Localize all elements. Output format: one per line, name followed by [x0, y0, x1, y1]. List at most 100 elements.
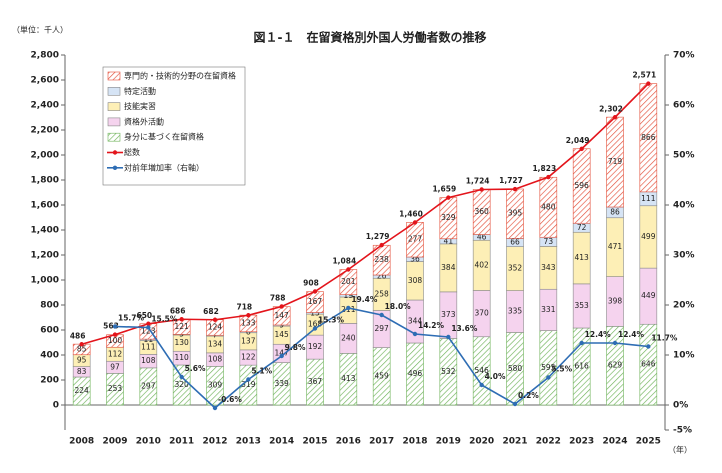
y-tick-label: 1,600 — [31, 201, 59, 211]
segment-label: 398 — [608, 297, 623, 306]
point-label: 686 — [170, 306, 186, 315]
point-label: 682 — [203, 307, 219, 316]
point — [112, 324, 118, 329]
segment-label: 124 — [208, 323, 223, 332]
segment-label: 86 — [610, 207, 620, 216]
point — [312, 326, 318, 331]
segment-label: 130 — [175, 338, 190, 347]
segment-label: 66 — [510, 238, 520, 247]
y2-tick-label: 50% — [673, 151, 695, 161]
point — [546, 375, 551, 380]
point — [479, 187, 484, 192]
legend-label: 資格外活動 — [124, 116, 164, 126]
legend-label: 専門的・技術的分野の在留資格 — [124, 71, 236, 81]
segment-label: 112 — [108, 349, 123, 358]
segment-label: 320 — [175, 380, 190, 389]
segment-label: 41 — [444, 236, 454, 245]
x-tick-label: 2015 — [302, 437, 327, 447]
point-label: 1,279 — [366, 232, 390, 241]
segment-label: 145 — [275, 330, 290, 339]
segment-label: 121 — [175, 322, 190, 331]
point — [379, 242, 384, 248]
point — [246, 377, 251, 382]
legend-label: 身分に基づく在留資格 — [124, 132, 204, 142]
x-tick-label: 2012 — [202, 437, 227, 447]
legend-box — [102, 66, 246, 186]
segment-label: 329 — [441, 213, 456, 222]
segment-label: 343 — [541, 263, 556, 272]
segment-label: 72 — [577, 223, 587, 232]
segment-label: 309 — [208, 381, 223, 390]
point-label: 19.4% — [351, 295, 378, 304]
x-tick-label: 2014 — [269, 437, 294, 447]
point — [512, 186, 518, 192]
point — [646, 81, 651, 86]
y-tick-label: 2,000 — [31, 151, 59, 161]
point — [279, 304, 284, 309]
segment-label: 192 — [308, 342, 323, 351]
segment-label: 373 — [441, 310, 456, 319]
segment-label: 360 — [475, 207, 490, 216]
x-tick-label: 2024 — [602, 437, 627, 447]
legend-label: 総数 — [124, 147, 140, 157]
point — [246, 313, 251, 318]
point — [446, 195, 451, 200]
point — [346, 305, 351, 311]
segment-label: 133 — [241, 318, 256, 327]
y-tick-label: 1,000 — [31, 276, 59, 286]
point — [179, 374, 184, 380]
point — [546, 174, 551, 180]
segment-label: 596 — [575, 181, 590, 190]
segment-label: 353 — [575, 301, 590, 310]
y-tick-label: 1,800 — [31, 176, 59, 186]
legend-swatch — [107, 102, 121, 111]
segment-label: 123 — [141, 326, 156, 335]
y2-tick-label: 20% — [673, 301, 695, 311]
segment-label: 629 — [608, 361, 623, 370]
segment-label: 344 — [408, 317, 423, 326]
y-tick-label: 400 — [40, 351, 59, 361]
segment-label: 253 — [108, 384, 123, 393]
x-tick-label: 2020 — [469, 437, 494, 447]
segment-label: 108 — [208, 355, 223, 364]
segment-label: 111 — [641, 194, 656, 203]
point-label: 1,823 — [532, 164, 556, 173]
segment-label: 224 — [75, 386, 90, 395]
point-label: 12.4% — [618, 330, 645, 339]
point-label: 5.6% — [185, 364, 206, 373]
y-tick-label: 600 — [40, 326, 59, 336]
segment-label: 459 — [375, 371, 390, 380]
segment-label: 137 — [241, 336, 256, 345]
x-tick-label: 2013 — [236, 437, 261, 447]
x-tick-label: 2025 — [636, 437, 661, 447]
point-label: 2,302 — [599, 104, 623, 113]
point-label: 908 — [303, 279, 319, 288]
segment-label: 367 — [308, 377, 323, 386]
point-label: 1,727 — [499, 176, 523, 185]
segment-label: 73 — [544, 237, 554, 246]
point — [579, 146, 584, 152]
x-tick-label: 2008 — [69, 437, 94, 447]
y2-tick-label: 30% — [673, 251, 695, 261]
segment-label: 496 — [408, 369, 423, 378]
x-tick-label: 2018 — [402, 437, 427, 447]
point-label: 4.0% — [485, 372, 506, 381]
segment-label: 240 — [341, 333, 356, 342]
y-tick-label: 1,200 — [31, 251, 59, 261]
y2-tick-label: 70% — [673, 51, 695, 61]
segment-label: 719 — [608, 157, 623, 166]
segment-label: 646 — [641, 360, 656, 369]
segment-label: 108 — [141, 356, 156, 365]
segment-label: 85 — [77, 344, 87, 353]
point-label: 13.6% — [451, 324, 478, 333]
point — [146, 321, 151, 326]
segment-label: 97 — [110, 362, 120, 371]
point — [412, 220, 418, 225]
segment-label: 83 — [77, 367, 87, 376]
point-label: 5.5% — [551, 365, 572, 374]
segment-label: 36 — [410, 254, 420, 263]
segment-label: 46 — [477, 232, 487, 241]
point — [312, 289, 318, 294]
y-tick-label: 800 — [40, 301, 59, 311]
segment-label: 26 — [377, 272, 387, 281]
